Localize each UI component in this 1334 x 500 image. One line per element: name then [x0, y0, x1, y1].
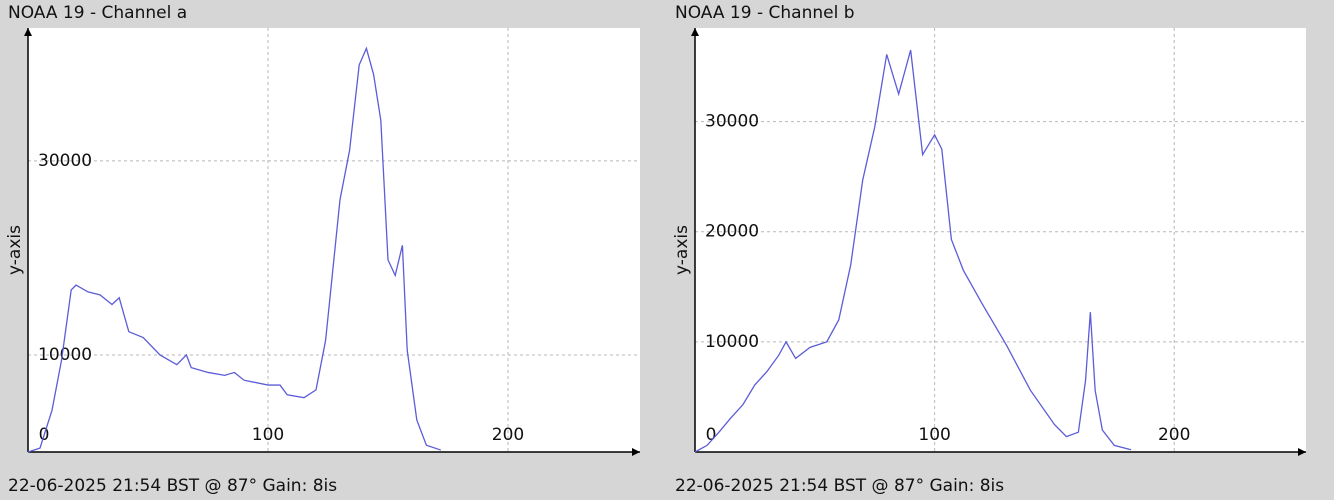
x-tick-label: 200 — [1158, 425, 1190, 445]
y-axis-label: y-axis — [672, 225, 692, 275]
x-tick-label: 0 — [706, 425, 717, 445]
data-line — [27, 46, 442, 453]
axis-arrow — [24, 28, 32, 36]
y-tick-label: 30000 — [38, 151, 92, 171]
axis-arrow — [691, 28, 699, 36]
footer-text: 22-06-2025 21:54 BST @ 87° Gain: 8is — [675, 476, 1004, 496]
chart-panel: NOAA 19 - Channel a 22-06-2025 21:54 BST … — [5, 3, 640, 496]
y-tick-label: 10000 — [705, 332, 759, 352]
plot-area — [28, 28, 640, 452]
y-tick-label: 30000 — [705, 112, 759, 132]
data-line — [694, 49, 1132, 453]
y-tick-label: 10000 — [38, 345, 92, 365]
chart-panel: NOAA 19 - Channel b 22-06-2025 21:54 BST … — [672, 3, 1306, 496]
axis-arrow — [1298, 448, 1306, 456]
x-tick-label: 100 — [918, 425, 950, 445]
chart-title: NOAA 19 - Channel b — [675, 3, 855, 23]
x-tick-label: 200 — [492, 425, 524, 445]
chart-title: NOAA 19 - Channel a — [8, 3, 187, 23]
plot-area — [695, 28, 1306, 452]
x-tick-label: 100 — [252, 425, 284, 445]
y-tick-label: 20000 — [705, 222, 759, 242]
y-axis-label: y-axis — [5, 225, 25, 275]
footer-text: 22-06-2025 21:54 BST @ 87° Gain: 8is — [8, 476, 337, 496]
axis-arrow — [632, 448, 640, 456]
